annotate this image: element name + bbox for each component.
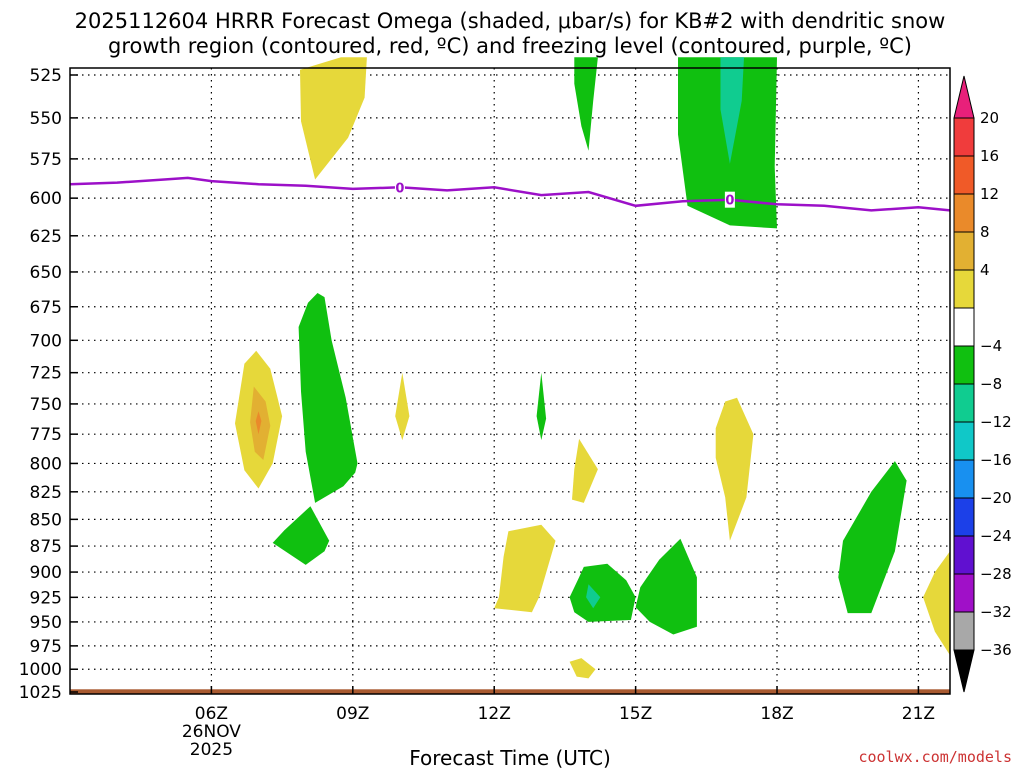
colorbar-label-9: −16 [980, 451, 1012, 469]
y-tick-label-675: 675 [30, 298, 62, 318]
y-tick-label-875: 875 [30, 537, 62, 557]
omega-region-14 [715, 397, 754, 541]
x-tick-year-label: 2025 [190, 740, 233, 760]
colorbar-bin-2 [953, 155, 975, 195]
y-tick-label-900: 900 [30, 563, 62, 583]
y-tick-label-1000: 1000 [19, 660, 62, 680]
colorbar-bin-1 [953, 117, 975, 157]
omega-region-16 [635, 538, 697, 635]
y-tick-label-550: 550 [30, 109, 62, 129]
colorbar-bin-8 [953, 383, 975, 423]
colorbar-bin-13 [953, 573, 975, 613]
colorbar-label-12: −28 [980, 565, 1012, 583]
freezing-label-bg-2 [724, 191, 735, 208]
x-tick-date-label: 26NOV [182, 722, 241, 742]
omega-region-7 [395, 372, 410, 441]
omega-region-17 [586, 584, 601, 609]
colorbar-bin-10 [953, 459, 975, 499]
x-tick-label-09Z: 09Z [336, 704, 369, 724]
colorbar-label-1: 20 [980, 109, 999, 127]
colorbar-bin-5 [953, 269, 975, 309]
omega-region-10 [574, 57, 598, 151]
y-tick-label-575: 575 [30, 150, 62, 170]
y-tick-label-850: 850 [30, 510, 62, 530]
y-tick-label-725: 725 [30, 364, 62, 384]
colorbar-label-7: −8 [980, 375, 1002, 393]
y-tick-label-950: 950 [30, 613, 62, 633]
y-tick-label-600: 600 [30, 189, 62, 209]
omega-shading [235, 57, 950, 679]
omega-region-12 [720, 57, 744, 164]
colorbar: 20 16 12 8 4 −4 −8 −12 −16 −20 −24 −28 −32 −36 [953, 75, 1012, 693]
freezing-level-label-1: 0 [395, 181, 404, 196]
omega-region-3 [255, 411, 262, 435]
omega-region-5 [298, 293, 358, 503]
y-tick-label-925: 925 [30, 588, 62, 608]
x-axis-label: Forecast Time (UTC) [409, 746, 611, 768]
x-tick-label-18Z: 18Z [760, 704, 793, 724]
omega-region-8 [536, 372, 547, 441]
y-tick-label-825: 825 [30, 483, 62, 503]
colorbar-bin-4 [953, 231, 975, 271]
omega-region-4 [300, 57, 367, 180]
colorbar-label-11: −24 [980, 527, 1012, 545]
colorbar-label-3: 12 [980, 185, 999, 203]
y-tick-label-975: 975 [30, 637, 62, 657]
omega-region-19 [838, 461, 907, 614]
colorbar-bin-7 [953, 345, 975, 385]
colorbar-bin-9 [953, 421, 975, 461]
y-tick-label-800: 800 [30, 454, 62, 474]
colorbar-label-2: 16 [980, 147, 999, 165]
colorbar-label-6: −4 [980, 337, 1002, 355]
colorbar-label-8: −12 [980, 413, 1012, 431]
chart-title-line-2: growth region (contoured, red, ºC) and f… [108, 34, 912, 58]
colorbar-top-arrow [953, 75, 975, 119]
ground-surface [70, 689, 950, 694]
omega-region-20 [923, 551, 950, 656]
colorbar-bin-6 [953, 307, 975, 347]
credit-text: coolwx.com/models [858, 748, 1012, 766]
y-tick-label-1025: 1025 [19, 683, 62, 703]
y-tick-label-650: 650 [30, 263, 62, 283]
colorbar-bin-12 [953, 535, 975, 575]
omega-region-9 [572, 438, 598, 503]
y-tick-label-525: 525 [30, 66, 62, 86]
x-tick-label-21Z: 21Z [902, 704, 935, 724]
y-axis-pressure: 525 550 575 600 625 650 675 700 725 750 775 800 825 8… [19, 66, 78, 703]
colorbar-label-10: −20 [980, 489, 1012, 507]
y-tick-label-775: 775 [30, 425, 62, 445]
x-tick-label-12Z: 12Z [478, 704, 511, 724]
freezing-level-label-2: 0 [725, 194, 734, 209]
omega-region-13 [494, 524, 556, 613]
freezing-label-bg-1 [394, 179, 405, 196]
x-tick-label-15Z: 15Z [619, 704, 652, 724]
y-tick-label-700: 700 [30, 331, 62, 351]
plot-frame [69, 67, 951, 695]
colorbar-bin-14 [953, 611, 975, 651]
colorbar-label-14: −36 [980, 641, 1012, 659]
colorbar-label-4: 8 [980, 223, 990, 241]
y-tick-label-750: 750 [30, 395, 62, 415]
colorbar-label-5: 4 [980, 261, 990, 279]
omega-region-6 [272, 506, 330, 565]
colorbar-label-13: −32 [980, 603, 1012, 621]
plot-area: 00 [69, 57, 951, 695]
omega-region-18 [569, 658, 596, 679]
colorbar-bin-3 [953, 193, 975, 233]
x-tick-label-06Z: 06Z [195, 704, 228, 724]
chart-title-line-1: 2025112604 HRRR Forecast Omega (shaded, … [75, 9, 946, 33]
colorbar-bottom-arrow [953, 649, 975, 693]
omega-region-15 [569, 563, 636, 622]
colorbar-bin-11 [953, 497, 975, 537]
y-tick-label-625: 625 [30, 227, 62, 247]
freezing-level-line [69, 176, 951, 212]
freezing-level-contour: 00 [69, 176, 951, 212]
